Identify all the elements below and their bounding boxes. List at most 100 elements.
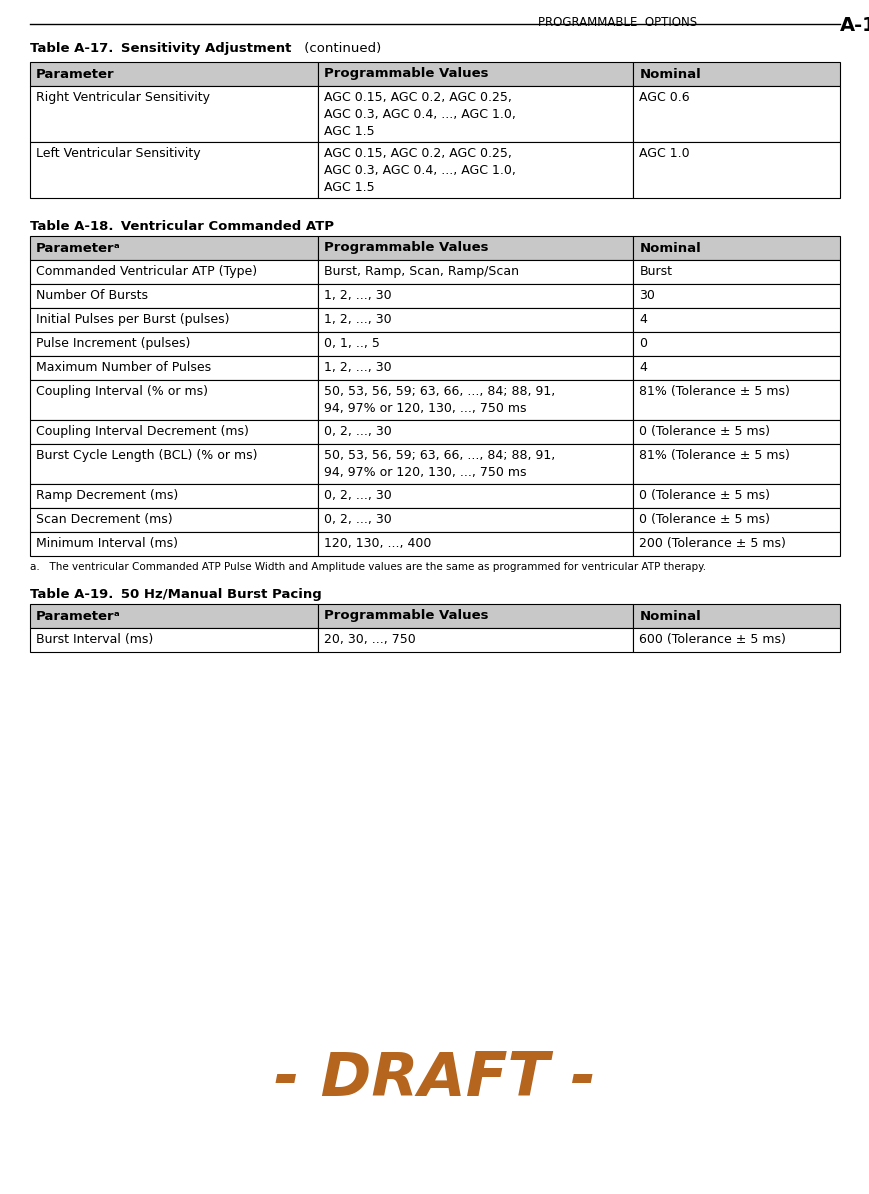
Bar [633, 86, 839, 142]
Text: (continued): (continued) [300, 42, 381, 55]
Text: Left Ventricular Sensitivity: Left Ventricular Sensitivity [36, 147, 201, 160]
Text: Programmable Values: Programmable Values [323, 609, 488, 622]
Bar [317, 62, 633, 86]
Bar [317, 380, 633, 420]
Text: 0 (Tolerance ± 5 ms): 0 (Tolerance ± 5 ms) [639, 513, 770, 527]
Text: A-15: A-15 [839, 16, 869, 35]
Bar [30, 260, 317, 284]
Bar [30, 507, 317, 533]
Text: AGC 1.0: AGC 1.0 [639, 147, 689, 160]
Text: Table A-19.: Table A-19. [30, 587, 113, 601]
Text: 0, 1, .., 5: 0, 1, .., 5 [323, 337, 379, 350]
Text: AGC 0.15, AGC 0.2, AGC 0.25,
AGC 0.3, AGC 0.4, ..., AGC 1.0,
AGC 1.5: AGC 0.15, AGC 0.2, AGC 0.25, AGC 0.3, AG… [323, 147, 514, 193]
Bar [317, 356, 633, 380]
Text: AGC 0.15, AGC 0.2, AGC 0.25,
AGC 0.3, AGC 0.4, ..., AGC 1.0,
AGC 1.5: AGC 0.15, AGC 0.2, AGC 0.25, AGC 0.3, AG… [323, 91, 514, 139]
Text: 50, 53, 56, 59; 63, 66, ..., 84; 88, 91,
94, 97% or 120, 130, ..., 750 ms: 50, 53, 56, 59; 63, 66, ..., 84; 88, 91,… [323, 449, 554, 479]
Text: 0, 2, ..., 30: 0, 2, ..., 30 [323, 513, 391, 527]
Bar [633, 142, 839, 198]
Text: Nominal: Nominal [639, 241, 700, 254]
Bar [633, 284, 839, 308]
Text: Initial Pulses per Burst (pulses): Initial Pulses per Burst (pulses) [36, 313, 229, 326]
Bar [317, 86, 633, 142]
Text: 0: 0 [639, 337, 647, 350]
Text: 81% (Tolerance ± 5 ms): 81% (Tolerance ± 5 ms) [639, 449, 789, 462]
Bar [633, 420, 839, 444]
Bar [30, 356, 317, 380]
Text: 600 (Tolerance ± 5 ms): 600 (Tolerance ± 5 ms) [639, 633, 786, 646]
Text: Right Ventricular Sensitivity: Right Ventricular Sensitivity [36, 91, 209, 104]
Bar [30, 484, 317, 507]
Bar [633, 332, 839, 356]
Bar [317, 236, 633, 260]
Text: Scan Decrement (ms): Scan Decrement (ms) [36, 513, 172, 527]
Bar [30, 420, 317, 444]
Bar [30, 380, 317, 420]
Text: Nominal: Nominal [639, 68, 700, 80]
Text: 1, 2, ..., 30: 1, 2, ..., 30 [323, 289, 391, 302]
Text: 0 (Tolerance ± 5 ms): 0 (Tolerance ± 5 ms) [639, 490, 770, 501]
Bar [30, 444, 317, 484]
Text: Parameterᵃ: Parameterᵃ [36, 609, 121, 622]
Text: 0, 2, ..., 30: 0, 2, ..., 30 [323, 425, 391, 438]
Text: Ventricular Commanded ATP: Ventricular Commanded ATP [107, 220, 334, 233]
Text: 120, 130, ..., 400: 120, 130, ..., 400 [323, 537, 430, 550]
Bar [317, 507, 633, 533]
Bar [633, 236, 839, 260]
Bar [317, 260, 633, 284]
Text: Minimum Interval (ms): Minimum Interval (ms) [36, 537, 178, 550]
Text: - DRAFT -: - DRAFT - [274, 1050, 595, 1108]
Bar [30, 604, 317, 628]
Text: 50 Hz/Manual Burst Pacing: 50 Hz/Manual Burst Pacing [107, 587, 322, 601]
Text: 200 (Tolerance ± 5 ms): 200 (Tolerance ± 5 ms) [639, 537, 786, 550]
Bar [633, 628, 839, 652]
Text: 0, 2, ..., 30: 0, 2, ..., 30 [323, 490, 391, 501]
Text: Ramp Decrement (ms): Ramp Decrement (ms) [36, 490, 178, 501]
Text: Coupling Interval (% or ms): Coupling Interval (% or ms) [36, 384, 208, 398]
Text: PROGRAMMABLE  OPTIONS: PROGRAMMABLE OPTIONS [537, 16, 696, 29]
Bar [633, 380, 839, 420]
Text: Parameter: Parameter [36, 68, 115, 80]
Bar [30, 628, 317, 652]
Bar [633, 484, 839, 507]
Text: 30: 30 [639, 289, 654, 302]
Text: Number Of Bursts: Number Of Bursts [36, 289, 148, 302]
Bar [633, 260, 839, 284]
Text: 1, 2, ..., 30: 1, 2, ..., 30 [323, 313, 391, 326]
Bar [317, 444, 633, 484]
Text: Programmable Values: Programmable Values [323, 241, 488, 254]
Bar [317, 533, 633, 556]
Text: Burst Interval (ms): Burst Interval (ms) [36, 633, 153, 646]
Text: Table A-17.: Table A-17. [30, 42, 113, 55]
Bar [30, 236, 317, 260]
Bar [30, 308, 317, 332]
Text: 81% (Tolerance ± 5 ms): 81% (Tolerance ± 5 ms) [639, 384, 789, 398]
Text: Sensitivity Adjustment: Sensitivity Adjustment [107, 42, 291, 55]
Text: Table A-18.: Table A-18. [30, 220, 113, 233]
Text: 0 (Tolerance ± 5 ms): 0 (Tolerance ± 5 ms) [639, 425, 770, 438]
Bar [30, 86, 317, 142]
Text: Parameterᵃ: Parameterᵃ [36, 241, 121, 254]
Text: Programmable Values: Programmable Values [323, 68, 488, 80]
Bar [317, 142, 633, 198]
Text: AGC 0.6: AGC 0.6 [639, 91, 689, 104]
Text: 50, 53, 56, 59; 63, 66, ..., 84; 88, 91,
94, 97% or 120, 130, ..., 750 ms: 50, 53, 56, 59; 63, 66, ..., 84; 88, 91,… [323, 384, 554, 416]
Bar [317, 604, 633, 628]
Bar [633, 604, 839, 628]
Text: 20, 30, ..., 750: 20, 30, ..., 750 [323, 633, 415, 646]
Text: Pulse Increment (pulses): Pulse Increment (pulses) [36, 337, 190, 350]
Text: Nominal: Nominal [639, 609, 700, 622]
Text: 1, 2, ..., 30: 1, 2, ..., 30 [323, 361, 391, 374]
Bar [317, 628, 633, 652]
Bar [30, 533, 317, 556]
Bar [633, 533, 839, 556]
Bar [317, 284, 633, 308]
Bar [317, 420, 633, 444]
Bar [633, 507, 839, 533]
Bar [30, 142, 317, 198]
Text: Maximum Number of Pulses: Maximum Number of Pulses [36, 361, 211, 374]
Text: Burst, Ramp, Scan, Ramp/Scan: Burst, Ramp, Scan, Ramp/Scan [323, 265, 518, 278]
Bar [30, 284, 317, 308]
Text: Burst: Burst [639, 265, 672, 278]
Bar [317, 484, 633, 507]
Text: a.   The ventricular Commanded ATP Pulse Width and Amplitude values are the same: a. The ventricular Commanded ATP Pulse W… [30, 562, 706, 572]
